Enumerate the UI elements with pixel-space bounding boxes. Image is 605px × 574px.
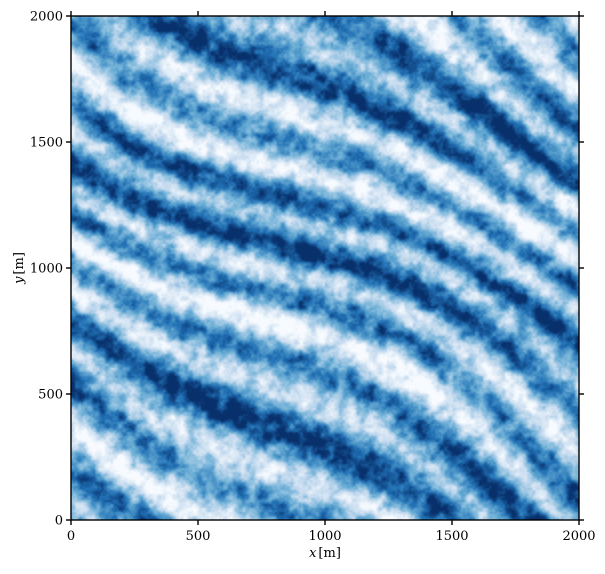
heatmap-image	[71, 16, 579, 520]
x-tick-label: 1000	[308, 529, 341, 544]
x-axis-ticks: 0 500 1000 1500 2000	[67, 11, 596, 544]
y-tick-label: 0	[55, 514, 63, 529]
x-axis-label: x [m]	[309, 546, 341, 561]
y-axis-ticks: 0 500 1000 1500 2000	[30, 10, 584, 529]
y-tick-label: 500	[38, 388, 63, 403]
x-tick-label: 500	[186, 529, 211, 544]
y-tick-label: 1500	[30, 136, 63, 151]
x-tick-label: 2000	[562, 529, 595, 544]
x-tick-label: 1500	[435, 529, 468, 544]
x-tick-label: 0	[67, 529, 75, 544]
y-tick-label: 2000	[30, 10, 63, 25]
y-axis-label: y[m]	[12, 252, 27, 285]
y-tick-label: 1000	[30, 262, 63, 277]
